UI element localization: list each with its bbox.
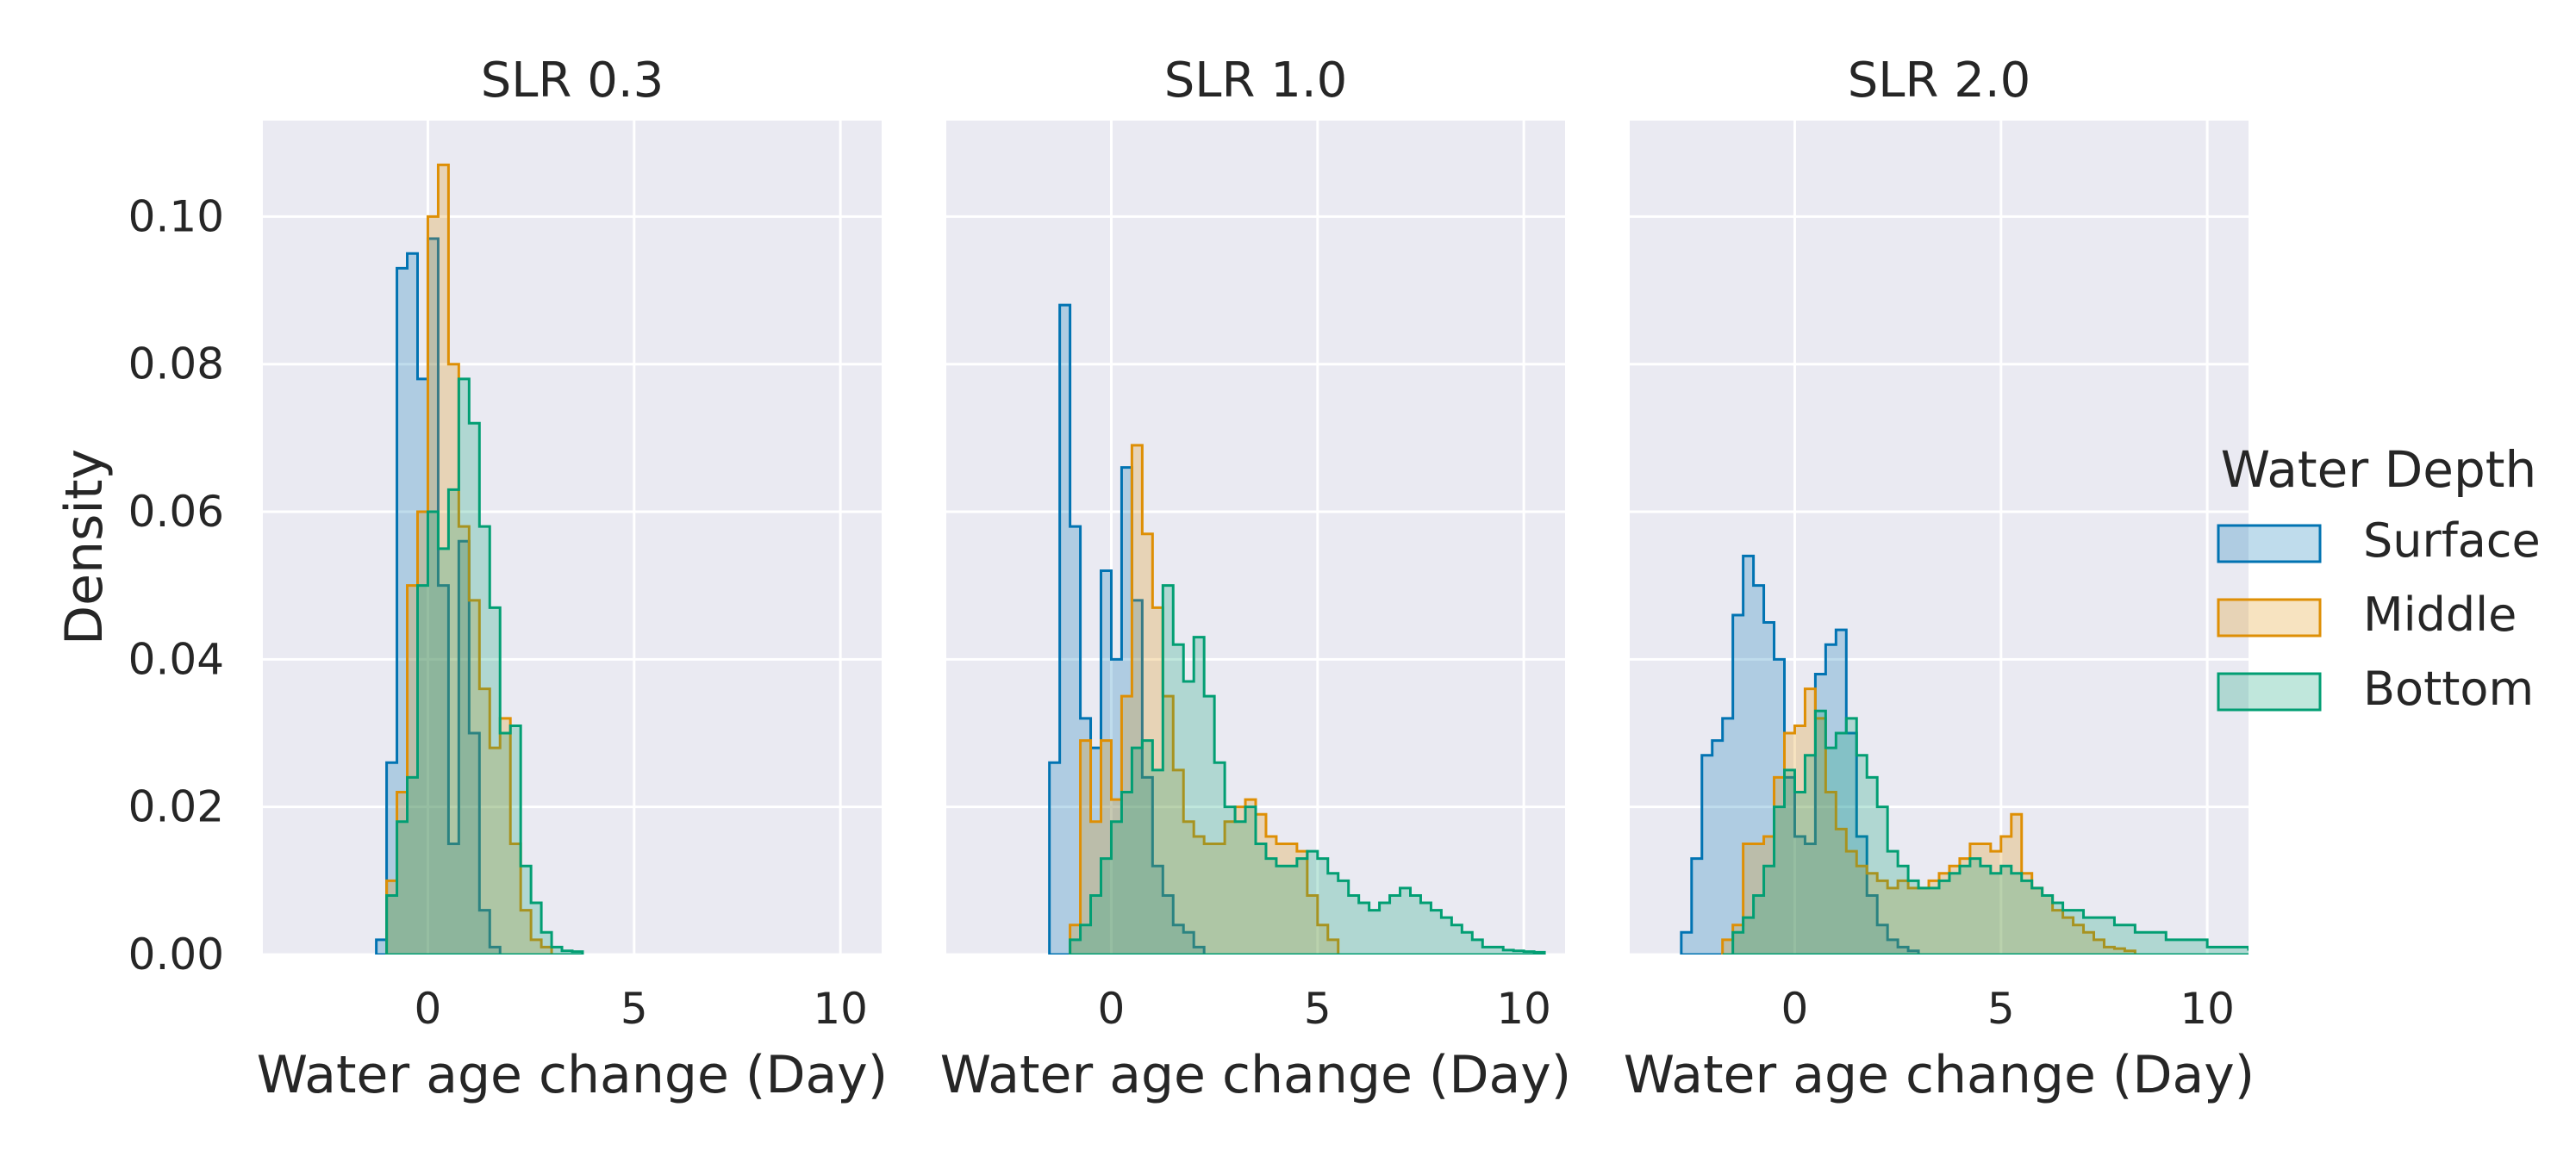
histogram-surface [375,237,511,955]
panel-2: SLR 1.0 0 5 10 Water age change (Day) [940,53,1571,1105]
legend-label: Surface [2363,513,2541,568]
legend: Water Depth Surface Middle Bottom [2217,440,2541,716]
plot-background [1630,121,2249,955]
series-group [1680,554,2249,955]
x-tick-label: 0 [1781,984,1809,1034]
series-group [1048,303,1546,955]
histogram-middle [385,163,563,955]
x-axis-label: Water age change (Day) [257,1045,888,1105]
legend-label: Middle [2363,588,2517,642]
panels-group: SLR 0.3 0 5 10 Water age change (Day) 0.00 0.0… [128,53,2255,1105]
series-group [375,163,584,955]
legend-entry-surface: Surface [2217,513,2541,568]
histogram-surface [1680,554,1920,955]
y-axis-label: Density [54,449,115,645]
y-tick-label: 0.08 [128,339,224,389]
panel-1: SLR 0.3 0 5 10 Water age change (Day) 0.00 0.0… [128,53,889,1105]
x-tick-label: 10 [1496,984,1551,1034]
legend-title: Water Depth [2221,440,2537,499]
legend-swatch [2217,598,2322,637]
y-tick-label: 0.02 [128,782,224,832]
histogram-bottom [385,377,584,955]
panel-title: SLR 2.0 [1848,53,2031,109]
x-tick-label: 5 [621,984,648,1034]
panel-3: SLR 2.0 0 5 10 Water age change (Day) [1624,53,2255,1105]
x-tick-label: 0 [415,984,442,1034]
legend-swatch [2217,672,2322,712]
histogram-middle [1069,444,1340,955]
y-tick-label: 0.10 [128,191,224,241]
plot-background [263,121,882,955]
x-axis-label: Water age change (Day) [940,1045,1571,1105]
y-tick-label: 0.00 [128,930,224,980]
x-tick-label: 5 [1304,984,1332,1034]
x-axis-label: Water age change (Day) [1624,1045,2255,1105]
legend-entry-middle: Middle [2217,588,2517,642]
panel-title: SLR 1.0 [1164,53,1348,109]
x-tick-label: 5 [1987,984,2015,1034]
histogram-bottom [1722,709,2249,955]
histogram-bottom [1069,584,1546,955]
x-tick-label: 10 [2180,984,2235,1034]
legend-entry-bottom: Bottom [2217,662,2534,716]
y-tick-label: 0.06 [128,487,224,537]
x-tick-label: 0 [1098,984,1126,1034]
x-tick-label: 10 [813,984,868,1034]
panel-title: SLR 0.3 [481,53,664,109]
legend-swatch [2217,524,2322,563]
y-tick-label: 0.04 [128,634,224,684]
legend-label: Bottom [2363,662,2534,716]
